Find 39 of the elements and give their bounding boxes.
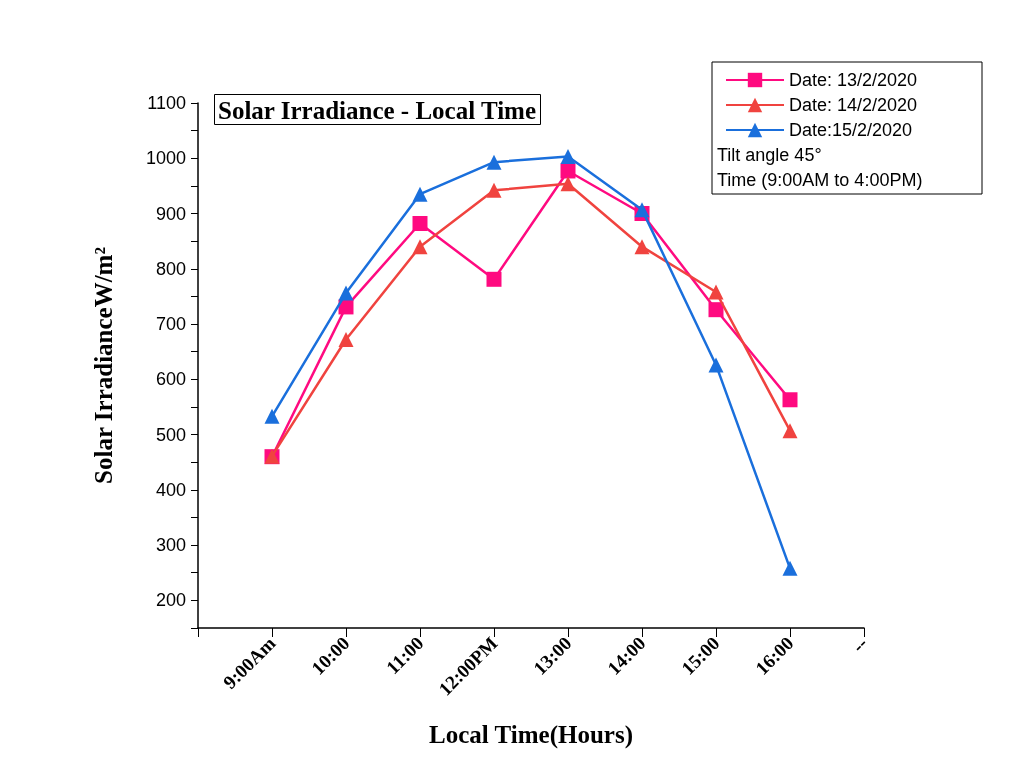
- legend-label: Date: 13/2/2020: [789, 70, 918, 90]
- point: [708, 284, 724, 300]
- point: [634, 202, 650, 218]
- point: [782, 423, 798, 439]
- x-axis-title: Local Time(Hours): [429, 721, 633, 749]
- point: [782, 392, 798, 408]
- y-tick-label: 900: [155, 203, 186, 224]
- point: [560, 176, 576, 192]
- y-tick-label: 300: [155, 535, 186, 556]
- y-tick-label: 500: [155, 424, 186, 445]
- legend-label: Date: 14/2/2020: [789, 95, 918, 115]
- point: [412, 186, 428, 202]
- legend-label: Date:15/2/2020: [789, 120, 913, 140]
- y-tick-label: 600: [155, 369, 186, 390]
- point: [782, 560, 798, 576]
- point: [560, 149, 576, 165]
- y-tick-label: 200: [155, 590, 186, 611]
- point: [486, 154, 502, 170]
- y-axis-title: Solar IrradianceW/m²: [90, 247, 117, 484]
- point: [412, 215, 428, 231]
- point: [338, 332, 354, 348]
- point: [708, 357, 724, 373]
- y-tick-label: 1100: [147, 93, 186, 113]
- point: [412, 239, 428, 255]
- point: [486, 182, 502, 198]
- chart-title: Solar Irradiance - Local Time: [218, 97, 537, 124]
- x-tick-label: --: [847, 632, 872, 657]
- point: [338, 285, 354, 301]
- point: [560, 163, 576, 179]
- annotation: Time (9:00AM to 4:00PM): [717, 170, 923, 190]
- point: [634, 239, 650, 255]
- y-tick-label: 400: [155, 479, 186, 500]
- point: [486, 271, 502, 287]
- point: [264, 408, 280, 424]
- y-tick-label: 1000: [145, 148, 186, 169]
- y-tick-label: 700: [155, 314, 186, 335]
- annotation: Tilt angle 45°: [717, 145, 822, 165]
- point: [708, 302, 724, 318]
- y-tick-label: 800: [155, 258, 186, 279]
